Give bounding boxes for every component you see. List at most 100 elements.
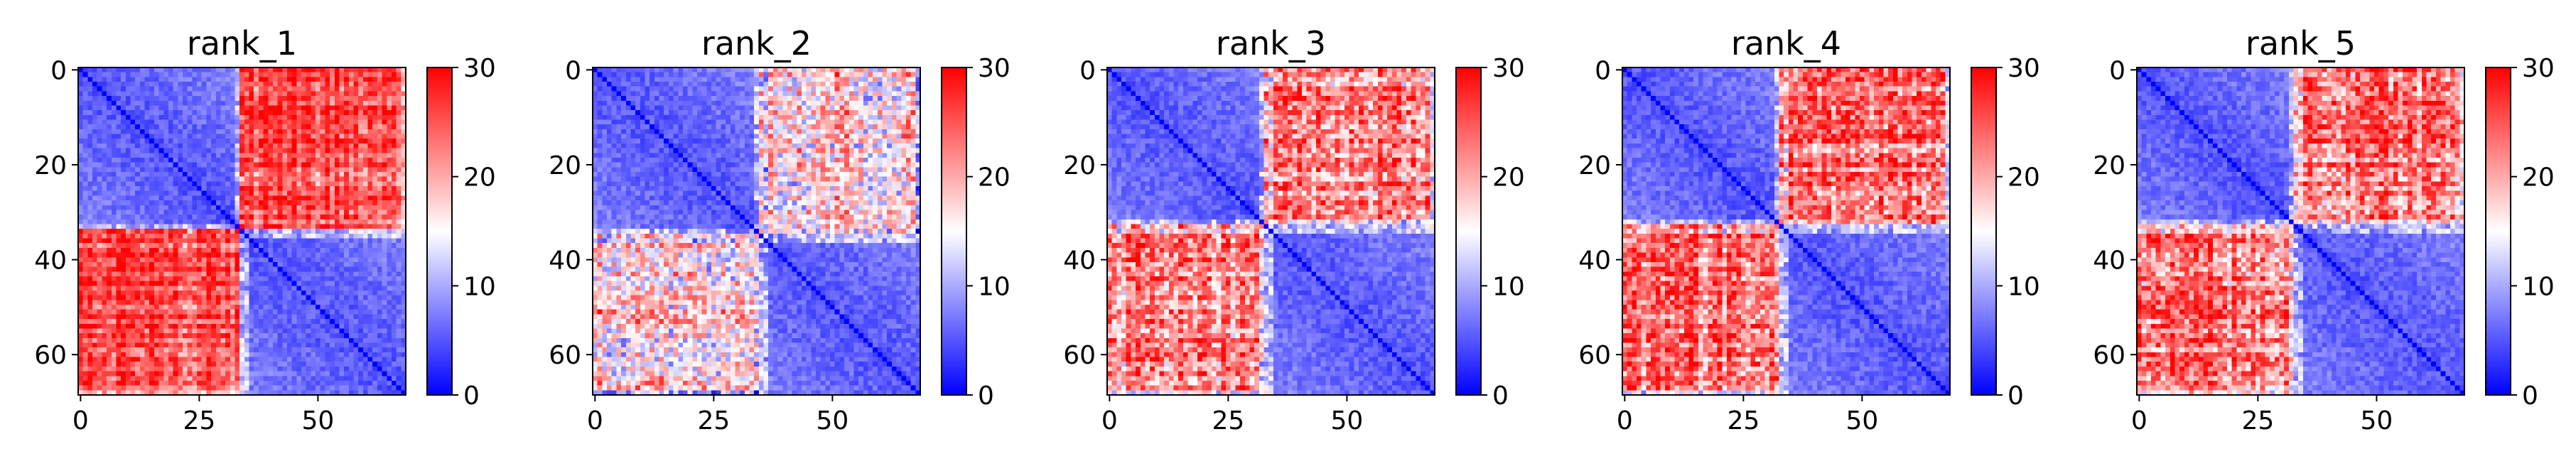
- heatmap-cell: [78, 357, 83, 362]
- heatmap-cell: [292, 243, 297, 248]
- heatmap-cell: [325, 215, 330, 220]
- heatmap-cell: [87, 362, 92, 367]
- heatmap-cell: [163, 167, 168, 172]
- heatmap-cell: [197, 105, 202, 110]
- heatmap-cell: [102, 215, 107, 220]
- heatmap-cell: [130, 82, 135, 87]
- heatmap-cell: [97, 300, 102, 305]
- heatmap-cell: [244, 87, 249, 92]
- heatmap-cell: [731, 77, 735, 82]
- heatmap-cell: [296, 347, 301, 352]
- heatmap-cell: [335, 276, 340, 281]
- heatmap-cell: [192, 119, 197, 124]
- heatmap-cell: [92, 271, 97, 276]
- heatmap-cell: [239, 248, 244, 253]
- heatmap-cell: [83, 367, 88, 372]
- heatmap-cell: [335, 129, 340, 134]
- heatmap-cell: [92, 200, 97, 205]
- heatmap-cell: [202, 205, 207, 210]
- heatmap-cell: [230, 314, 235, 319]
- heatmap-cell: [197, 376, 202, 381]
- heatmap-cell: [145, 67, 150, 72]
- heatmap-cell: [335, 148, 340, 153]
- heatmap-cell: [268, 177, 273, 182]
- heatmap-cell: [292, 372, 297, 376]
- heatmap-cell: [711, 77, 716, 82]
- heatmap-cell: [292, 87, 297, 92]
- heatmap-cell: [235, 72, 239, 77]
- heatmap-cell: [273, 347, 278, 352]
- heatmap-cell: [154, 115, 159, 120]
- heatmap-cell: [278, 229, 283, 234]
- heatmap-cell: [306, 357, 311, 362]
- heatmap-cell: [397, 77, 402, 82]
- heatmap-cell: [363, 224, 368, 229]
- heatmap-cell: [78, 181, 83, 186]
- heatmap-cell: [292, 205, 297, 210]
- heatmap-cell: [358, 243, 363, 248]
- heatmap-cell: [249, 347, 254, 352]
- heatmap-cell: [259, 205, 264, 210]
- heatmap-cell: [782, 67, 787, 72]
- heatmap-cell: [835, 67, 840, 72]
- heatmap-cell: [368, 296, 373, 300]
- heatmap-cell: [163, 101, 168, 106]
- heatmap-cell: [282, 286, 287, 291]
- heatmap-cell: [316, 82, 320, 87]
- heatmap-cell: [264, 110, 269, 115]
- heatmap-cell: [349, 310, 354, 315]
- heatmap-cell: [264, 186, 269, 191]
- heatmap-cell: [397, 286, 402, 291]
- heatmap-cell: [306, 148, 311, 153]
- heatmap-cell: [392, 286, 397, 291]
- heatmap-cell: [287, 205, 292, 210]
- heatmap-cell: [372, 77, 377, 82]
- heatmap-cell: [325, 357, 330, 362]
- heatmap-cell: [278, 352, 283, 357]
- heatmap-cell: [363, 172, 368, 177]
- heatmap-cell: [216, 367, 221, 372]
- heatmap-cell: [254, 163, 259, 168]
- heatmap-cell: [249, 91, 254, 96]
- heatmap-cell: [268, 372, 273, 376]
- heatmap-cell: [216, 67, 221, 72]
- heatmap-cell: [206, 101, 211, 106]
- heatmap-cell: [178, 129, 183, 134]
- heatmap-cell: [140, 267, 145, 272]
- heatmap-cell: [335, 357, 340, 362]
- heatmap-cell: [287, 215, 292, 220]
- heatmap-cell: [377, 267, 382, 272]
- heatmap-cell: [135, 82, 140, 87]
- heatmap-cell: [126, 286, 131, 291]
- heatmap-cell: [178, 186, 183, 191]
- heatmap-cell: [349, 181, 354, 186]
- heatmap-cell: [320, 310, 325, 315]
- heatmap-cell: [344, 210, 349, 215]
- heatmap-cell: [126, 105, 131, 110]
- heatmap-cell: [183, 215, 188, 220]
- heatmap-cell: [168, 253, 173, 258]
- heatmap-cell: [183, 372, 188, 376]
- heatmap-cell: [330, 328, 335, 333]
- heatmap-cell: [330, 386, 335, 391]
- heatmap-cell: [239, 257, 244, 262]
- heatmap-cell: [92, 91, 97, 96]
- heatmap-cell: [135, 186, 140, 191]
- heatmap-cell: [278, 267, 283, 272]
- heatmap-cell: [135, 310, 140, 315]
- heatmap-cell: [282, 296, 287, 300]
- heatmap-cell: [835, 77, 840, 82]
- heatmap-cell: [178, 191, 183, 196]
- heatmap-cell: [363, 148, 368, 153]
- heatmap-cell: [220, 110, 225, 115]
- heatmap-cell: [159, 229, 164, 234]
- heatmap-cell: [183, 319, 188, 324]
- heatmap-cell: [173, 239, 178, 244]
- heatmap-cell: [239, 300, 244, 305]
- heatmap-cell: [339, 177, 344, 182]
- heatmap-cell: [202, 347, 207, 352]
- heatmap-cell: [116, 205, 121, 210]
- heatmap-cell: [249, 167, 254, 172]
- heatmap-cell: [377, 319, 382, 324]
- heatmap-cell: [349, 110, 354, 115]
